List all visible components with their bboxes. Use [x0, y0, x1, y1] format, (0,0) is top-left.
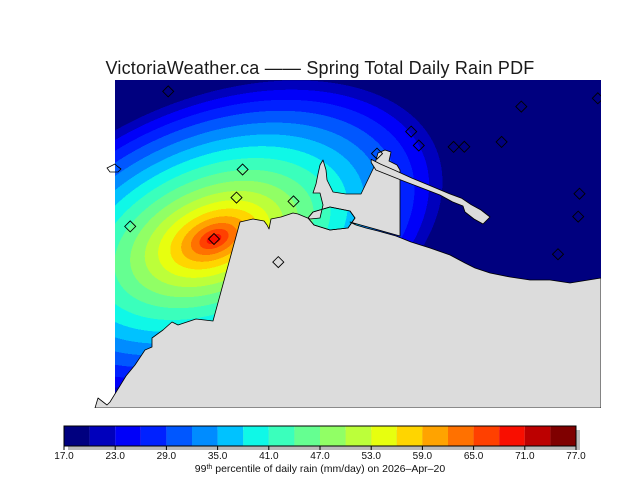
svg-text:99th percentile of daily rain: 99th percentile of daily rain (mm/day) o…	[195, 463, 446, 475]
svg-text:53.0: 53.0	[361, 451, 381, 462]
svg-text:65.0: 65.0	[464, 451, 484, 462]
svg-text:35.0: 35.0	[208, 451, 228, 462]
svg-text:23.0: 23.0	[105, 451, 125, 462]
svg-text:17.0: 17.0	[54, 451, 74, 462]
svg-text:71.0: 71.0	[515, 451, 535, 462]
svg-text:29.0: 29.0	[157, 451, 177, 462]
svg-text:77.0: 77.0	[566, 451, 586, 462]
svg-text:41.0: 41.0	[259, 451, 279, 462]
svg-text:47.0: 47.0	[310, 451, 330, 462]
svg-text:59.0: 59.0	[413, 451, 433, 462]
